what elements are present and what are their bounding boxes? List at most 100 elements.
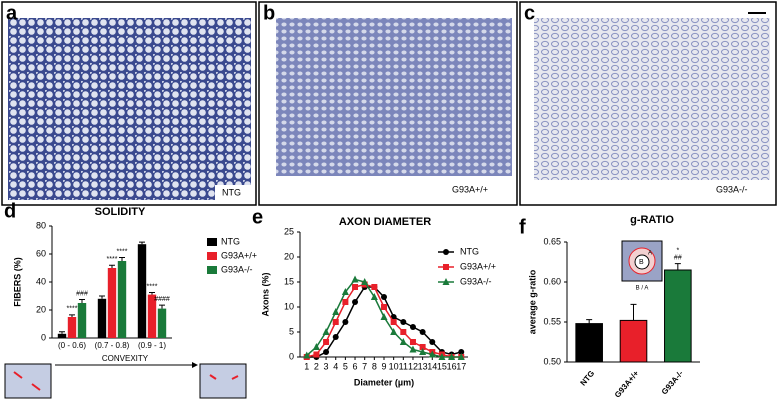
panel-letter: e	[252, 206, 263, 228]
x-tick-label: 7	[362, 361, 367, 371]
significance: ****	[107, 256, 118, 263]
point	[352, 284, 359, 290]
x-tick-label: 13	[418, 361, 428, 371]
error-bar	[119, 257, 125, 261]
x-tick-label: (0.7 - 0.8)	[95, 341, 130, 350]
legend-marker	[443, 249, 449, 255]
legend-swatch	[207, 238, 217, 246]
point	[342, 319, 349, 325]
legend-marker	[442, 278, 450, 285]
y-tick-label: 0.50	[543, 356, 561, 366]
error-bar	[109, 264, 115, 268]
legend-label: G93A+/+	[221, 250, 257, 260]
legend-label: G93A-/-	[221, 264, 253, 274]
point	[409, 339, 416, 345]
point	[370, 293, 378, 300]
x-tick-label: (0 - 0.6)	[58, 341, 86, 350]
x-tick-label: 10	[389, 361, 399, 371]
significance: *	[676, 247, 679, 254]
point	[390, 328, 398, 335]
point	[380, 313, 388, 320]
error-bar	[149, 292, 155, 295]
x-tick-label: 4	[333, 361, 338, 371]
point	[312, 343, 320, 350]
significance: ##	[674, 254, 682, 261]
legend-label: G93A-/-	[460, 276, 492, 286]
y-axis-label: Axons (%)	[260, 272, 270, 316]
y-tick-label: 0.60	[543, 276, 561, 286]
chart-title: g-RATIO	[630, 214, 674, 226]
g-ratio-inset: B A	[621, 240, 663, 282]
x-tick-label: 8	[372, 361, 377, 371]
point	[323, 339, 330, 345]
point	[409, 345, 417, 353]
bar	[619, 319, 648, 363]
x-tick-label: 3	[324, 361, 329, 371]
significance: ###	[76, 290, 88, 297]
point	[332, 319, 339, 325]
panel-letter: c	[524, 2, 535, 24]
x-tick-label: 14	[427, 361, 437, 371]
point	[390, 319, 397, 325]
bar	[77, 303, 87, 338]
point	[419, 348, 427, 355]
point	[400, 329, 407, 335]
x-tick-label: 6	[353, 361, 358, 371]
y-tick-label: 15	[284, 276, 294, 286]
x-tick-label: NTG	[579, 369, 597, 388]
point	[381, 294, 387, 300]
y-axis-label: average g-ratio	[527, 269, 537, 334]
chart-title: AXON DIAMETER	[339, 216, 431, 228]
point	[303, 351, 311, 359]
error-bar	[59, 331, 65, 334]
point	[419, 344, 426, 350]
point	[458, 349, 465, 355]
point	[429, 339, 436, 345]
point	[361, 278, 369, 285]
x-tick-label: G93A+/+	[613, 369, 641, 400]
legend-label: NTG	[221, 236, 240, 246]
x-tick-label: 12	[408, 361, 418, 371]
panel-label: G93A-/-	[716, 184, 748, 194]
y-tick-label: 10	[284, 301, 294, 311]
inset-label: B / A	[636, 286, 649, 292]
point	[351, 275, 359, 283]
panel-label: NTG	[222, 187, 241, 197]
panel-letter: b	[263, 2, 275, 24]
legend-swatch	[207, 252, 217, 260]
y-tick-label: 25	[284, 226, 294, 236]
panel-label: G93A+/+	[452, 184, 488, 194]
bar	[117, 261, 127, 338]
bar	[157, 308, 167, 338]
bar	[107, 268, 117, 338]
point	[438, 353, 446, 360]
y-tick-label: 0.55	[543, 316, 561, 326]
legend-swatch	[207, 266, 217, 274]
error-bar	[69, 314, 75, 317]
error-bar	[674, 263, 681, 270]
point	[323, 349, 330, 355]
svg-text:A: A	[648, 251, 652, 257]
legend-marker	[443, 264, 449, 270]
panel-c: c G93A-/-	[519, 1, 777, 206]
point	[341, 288, 349, 295]
point	[457, 353, 465, 360]
y-tick-label: 0	[289, 351, 294, 361]
point	[399, 338, 407, 345]
error-bar	[99, 295, 105, 299]
panel-a: a NTG	[1, 1, 257, 206]
significance: ****	[147, 283, 158, 290]
y-tick-label: 0	[41, 332, 46, 342]
legend-label: NTG	[460, 246, 479, 256]
y-tick-label: 0.65	[543, 236, 561, 246]
y-tick-label: 5	[289, 326, 294, 336]
x-tick-label: 9	[381, 361, 386, 371]
point	[409, 324, 416, 330]
x-tick-label: G93A-/-	[660, 369, 685, 397]
panel-letter: f	[519, 216, 526, 238]
error-bar	[159, 304, 165, 309]
x-tick-label: 16	[447, 361, 457, 371]
significance: ####	[154, 296, 170, 303]
significance: ****	[67, 306, 78, 313]
x-axis-label: Diameter (µm)	[354, 377, 414, 387]
